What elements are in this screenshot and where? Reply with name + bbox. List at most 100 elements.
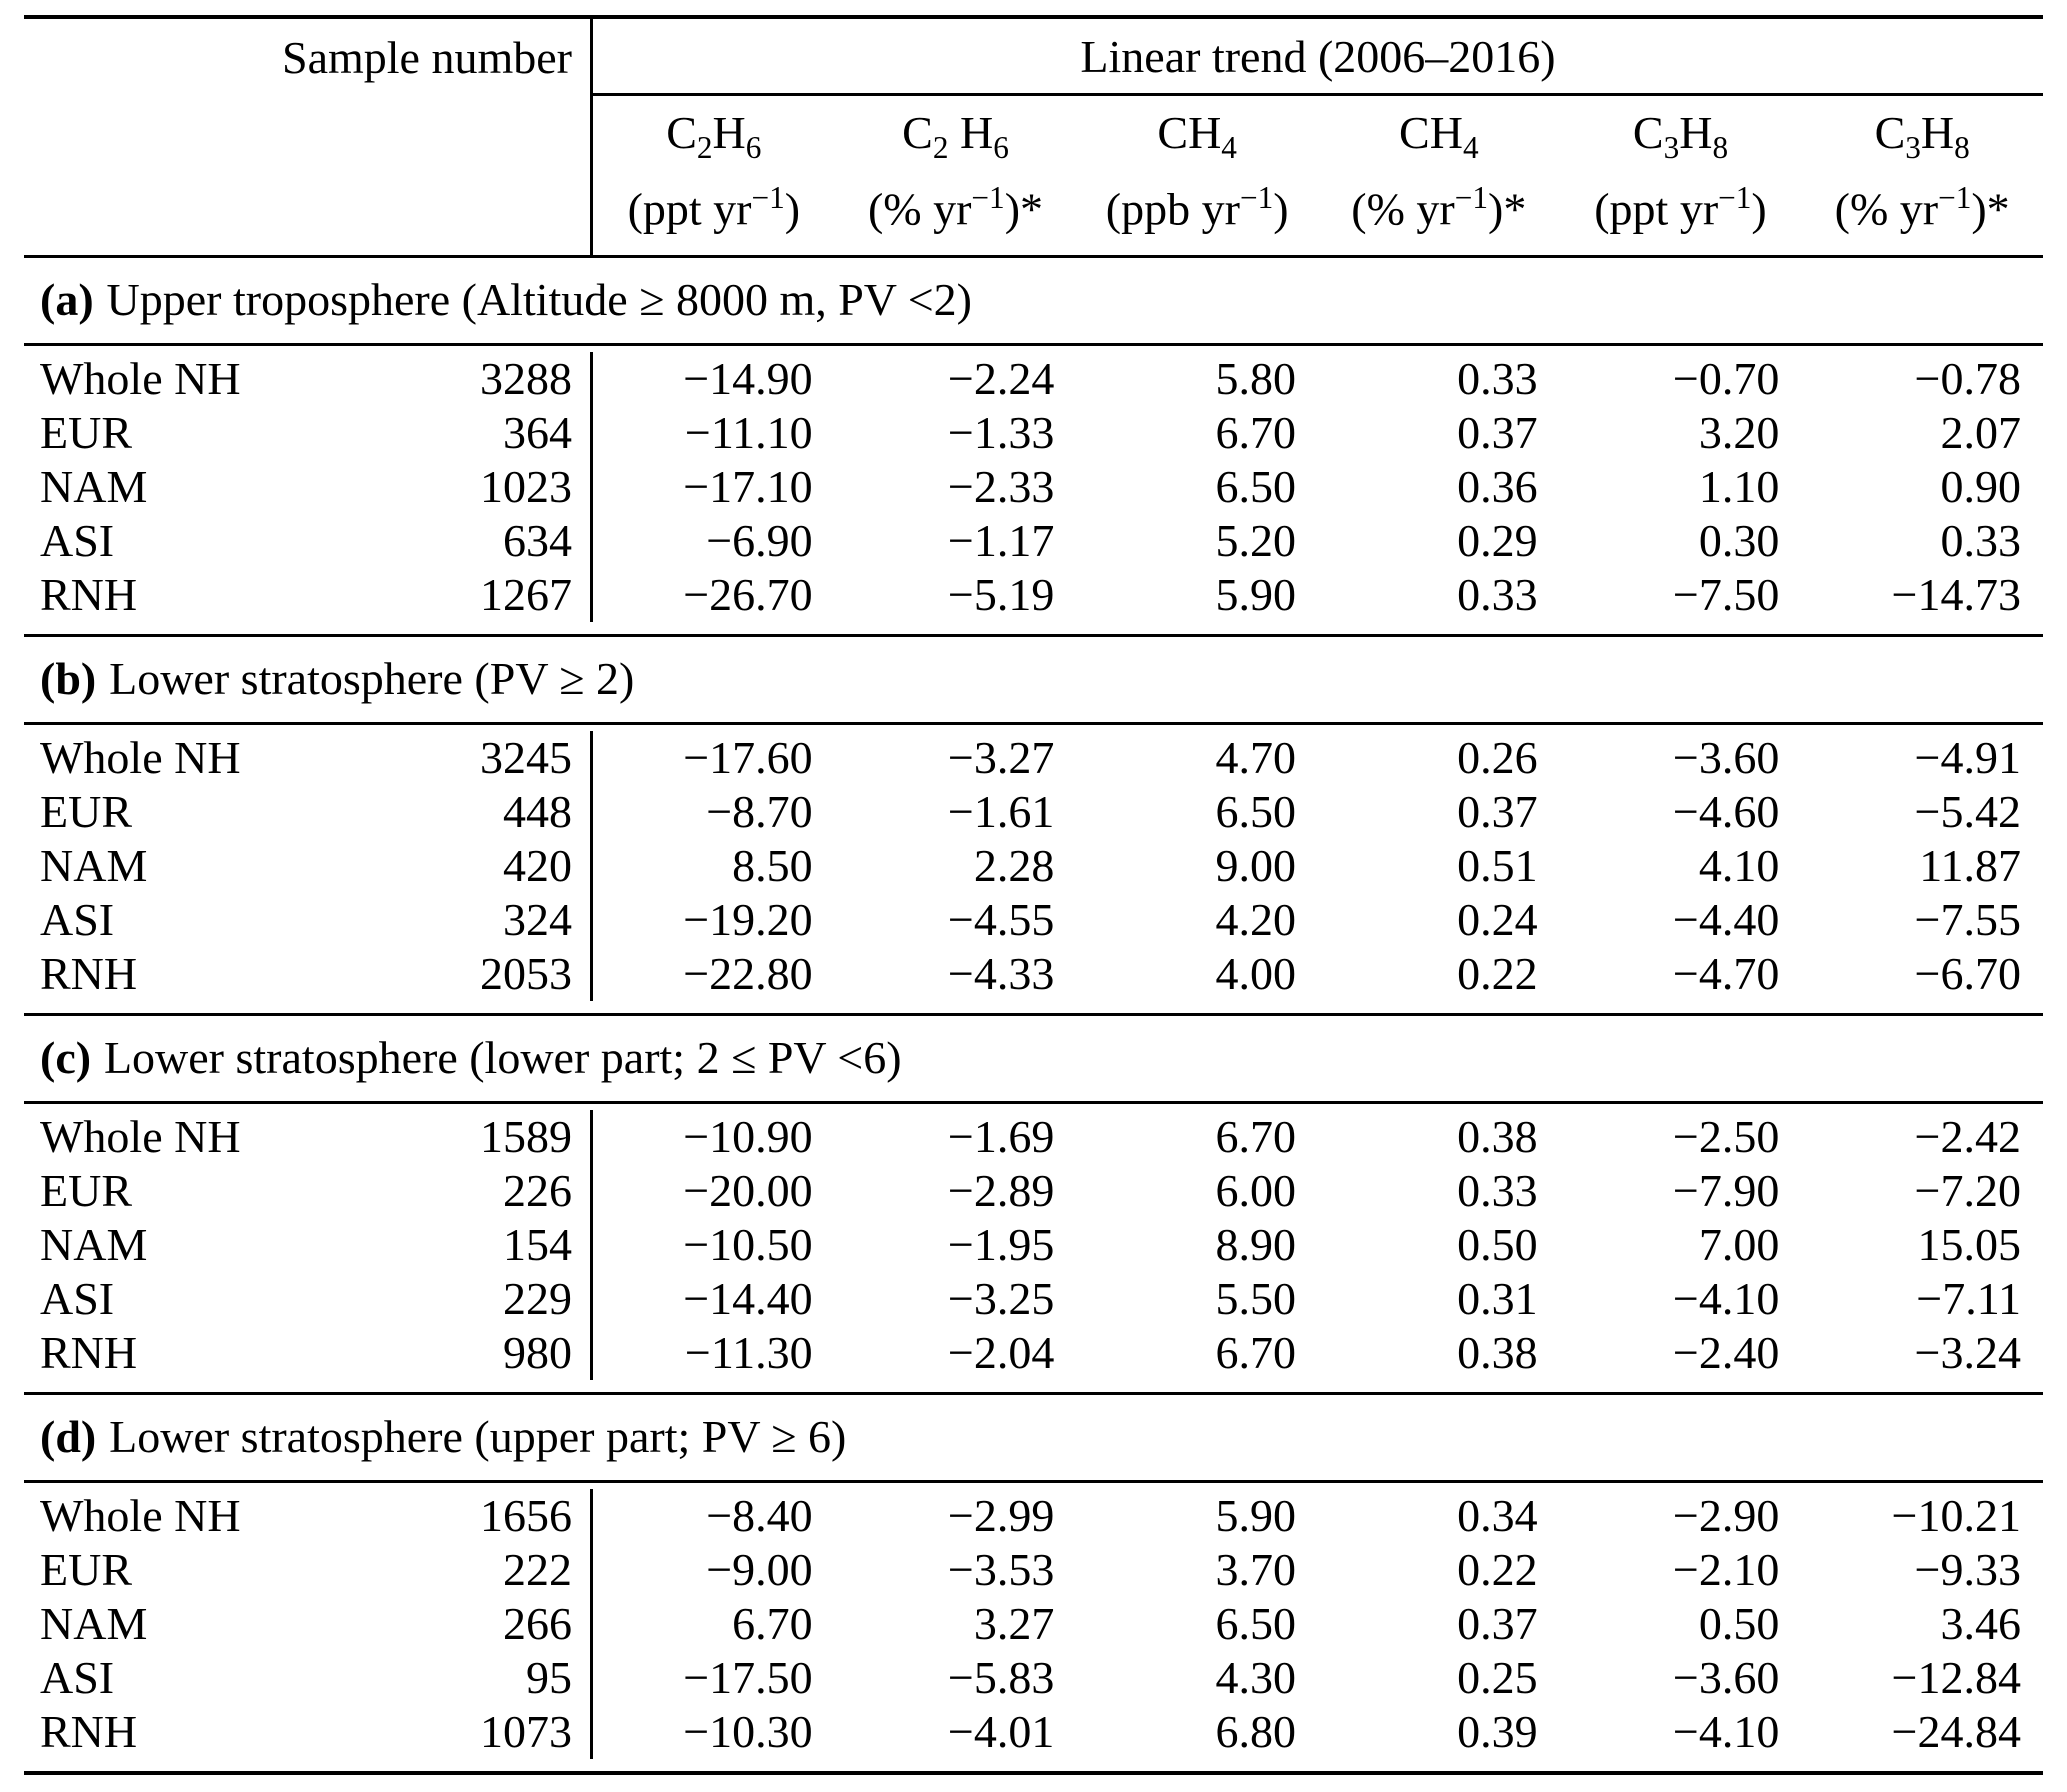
column-header-c3h8-ppt: C3H8 (ppt yr−1) <box>1560 107 1802 235</box>
species-formula: C3H8 <box>1874 107 1970 166</box>
section-title-text: Upper troposphere (Altitude ≥ 8000 m, PV… <box>106 273 972 325</box>
trend-value: 6.80 <box>1215 1705 1297 1757</box>
trend-value: −24.84 <box>1891 1705 2021 1757</box>
trend-value: −17.50 <box>683 1651 813 1703</box>
trend-value: 6.50 <box>1215 1597 1297 1649</box>
trend-value: 4.20 <box>1215 893 1297 945</box>
trend-value: −3.60 <box>1672 1651 1780 1703</box>
section-letter: (c) <box>40 1031 92 1083</box>
trend-value: −11.10 <box>684 406 813 458</box>
trend-table: Sample number Linear trend (2006–2016) C… <box>24 15 2043 1775</box>
column-header-ch4-pct: CH4 (% yr−1)* <box>1318 107 1560 235</box>
trend-value: 0.36 <box>1457 460 1538 512</box>
trend-value: −0.78 <box>1914 352 2021 404</box>
section-title-text: Lower stratosphere (upper part; PV ≥ 6) <box>109 1410 847 1462</box>
trend-value: −1.95 <box>947 1218 1055 1270</box>
row-label: Whole NH <box>40 352 241 404</box>
sample-count: 229 <box>503 1272 572 1324</box>
trend-value: 5.80 <box>1215 352 1297 404</box>
trend-value: −3.53 <box>947 1543 1055 1595</box>
table-header: Sample number Linear trend (2006–2016) C… <box>24 15 2043 255</box>
row-label: RNH <box>40 947 138 999</box>
species-formula: C2 H6 <box>902 107 1009 166</box>
species-formula: CH4 <box>1399 107 1479 166</box>
trend-value: −4.33 <box>947 947 1055 999</box>
trend-value: 9.00 <box>1215 839 1297 891</box>
sample-count: 1267 <box>480 568 572 620</box>
bottom-rule <box>24 1770 2043 1775</box>
trend-value: −2.04 <box>947 1326 1055 1378</box>
trend-value: 0.33 <box>1457 1164 1538 1216</box>
sample-count: 1589 <box>480 1110 572 1162</box>
trend-value: 0.22 <box>1457 947 1538 999</box>
trend-value: −1.17 <box>947 514 1055 566</box>
trend-value: −4.91 <box>1914 731 2021 783</box>
trend-value: −2.10 <box>1672 1543 1780 1595</box>
sample-count: 1656 <box>480 1489 572 1541</box>
sample-count: 154 <box>503 1218 572 1270</box>
section-b-title: (b) Lower stratosphere (PV ≥ 2) <box>24 633 2043 725</box>
trend-value: −10.21 <box>1891 1489 2021 1541</box>
trend-value: −7.90 <box>1672 1164 1780 1216</box>
trend-value: −7.50 <box>1672 568 1780 620</box>
trend-value: 0.31 <box>1457 1272 1538 1324</box>
trend-value: 0.25 <box>1457 1651 1538 1703</box>
sample-count: 3245 <box>480 731 572 783</box>
row-label: EUR <box>40 785 132 837</box>
trend-value: 0.24 <box>1457 893 1538 945</box>
section-c-title: (c) Lower stratosphere (lower part; 2 ≤ P… <box>24 1012 2043 1104</box>
column-header-c2h6-ppt: C2H6 (ppt yr−1) <box>593 107 835 235</box>
row-label: NAM <box>40 839 148 891</box>
values-grid: −10.90 −1.69 6.70 0.38 −2.50 −2.42 −20.0… <box>590 1109 2043 1380</box>
trend-value: −2.24 <box>947 352 1055 404</box>
sample-count: 634 <box>503 514 572 566</box>
label-sample-grid: Whole NH 3245 EUR 448 NAM 420 ASI 324 RN… <box>24 731 590 1001</box>
section-title-text: Lower stratosphere (lower part; 2 ≤ PV <… <box>103 1031 902 1083</box>
trend-value: 0.33 <box>1457 352 1538 404</box>
section-a-rows: Whole NH 3288 EUR 364 NAM 1023 ASI 634 R… <box>24 346 2043 634</box>
species-unit: (ppb yr−1) <box>1105 180 1289 235</box>
trend-value: −3.25 <box>947 1272 1055 1324</box>
trend-value: 5.90 <box>1215 568 1297 620</box>
trend-value: −6.90 <box>706 514 813 566</box>
column-header-c3h8-pct: C3H8 (% yr−1)* <box>1801 107 2043 235</box>
trend-value: −0.70 <box>1672 352 1780 404</box>
trend-value: −9.33 <box>1914 1543 2021 1595</box>
sample-count: 3288 <box>480 352 572 404</box>
species-formula: C3H8 <box>1632 107 1729 166</box>
trend-value: −2.89 <box>947 1164 1055 1216</box>
row-label: RNH <box>40 1326 138 1378</box>
trend-value: 0.50 <box>1698 1597 1780 1649</box>
section-d-rows: Whole NH 1656 EUR 222 NAM 266 ASI 95 RNH… <box>24 1483 2043 1771</box>
trend-value: −19.20 <box>683 893 813 945</box>
trend-value: −3.24 <box>1914 1326 2021 1378</box>
row-label: RNH <box>40 1705 138 1757</box>
species-formula: C2H6 <box>666 107 762 166</box>
trend-value: 5.50 <box>1215 1272 1297 1324</box>
trend-value: 1.10 <box>1698 460 1780 512</box>
row-label: Whole NH <box>40 1489 241 1541</box>
trend-value: −8.70 <box>706 785 813 837</box>
trend-value: −26.70 <box>683 568 813 620</box>
trend-value: 6.70 <box>1215 1326 1297 1378</box>
sample-count: 226 <box>503 1164 572 1216</box>
species-unit: (ppt yr−1) <box>627 180 801 235</box>
trend-value: −4.10 <box>1672 1272 1780 1324</box>
sample-count: 420 <box>503 839 572 891</box>
trend-value: −4.70 <box>1672 947 1780 999</box>
values-grid: −17.60 −3.27 4.70 0.26 −3.60 −4.91 −8.70… <box>590 730 2043 1001</box>
trend-value: −3.60 <box>1672 731 1780 783</box>
row-label: ASI <box>40 1272 115 1324</box>
trend-value: −2.50 <box>1672 1110 1780 1162</box>
trend-value: 3.70 <box>1215 1543 1297 1595</box>
trend-value: 0.39 <box>1457 1705 1538 1757</box>
row-label: ASI <box>40 1651 115 1703</box>
column-header-ch4-ppb: CH4 (ppb yr−1) <box>1076 107 1318 235</box>
trend-value: 2.28 <box>973 839 1055 891</box>
row-label: Whole NH <box>40 731 241 783</box>
trend-value: 6.70 <box>1215 406 1297 458</box>
linear-trend-header-group: Linear trend (2006–2016) C2H6 (ppt yr−1)… <box>590 19 2043 255</box>
row-label: EUR <box>40 406 132 458</box>
species-unit: (% yr−1)* <box>1834 180 2010 235</box>
trend-value: 0.22 <box>1457 1543 1538 1595</box>
